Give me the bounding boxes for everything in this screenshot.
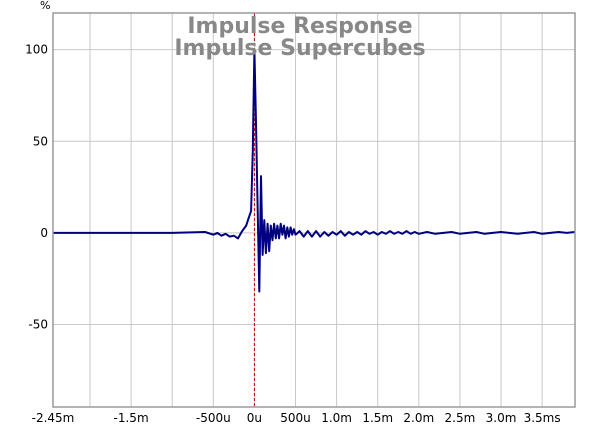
x-tick-label: 3.5ms xyxy=(524,411,561,425)
y-tick-label: 0 xyxy=(40,226,48,240)
x-tick-label: -2.45m xyxy=(32,411,75,425)
y-tick-label: 50 xyxy=(33,134,48,148)
y-axis-unit-label: % xyxy=(40,0,50,12)
x-tick-label: 1.5m xyxy=(362,411,393,425)
x-tick-labels: -2.45m -1.5m -500u 0u 500u 1.0m 1.5m 2.0m 2.5m 3.… xyxy=(32,411,561,425)
x-tick-label: 2.0m xyxy=(403,411,434,425)
plot-frame xyxy=(52,12,576,408)
y-tick-label: -50 xyxy=(28,318,48,332)
y-tick-labels: 100 50 0 -50 xyxy=(25,43,48,332)
chart-subtitle: Impulse Supercubes xyxy=(174,36,425,61)
impulse-series-line xyxy=(53,48,576,293)
x-tick-label: 2.5m xyxy=(445,411,476,425)
plot-area xyxy=(53,13,575,407)
x-gridlines xyxy=(89,13,543,407)
x-tick-label: 3.0m xyxy=(486,411,517,425)
x-tick-label: 0u xyxy=(247,411,262,425)
x-tick-label: -1.5m xyxy=(114,411,149,425)
x-tick-label: 1.0m xyxy=(321,411,352,425)
chart-title: Impulse Response xyxy=(187,14,412,39)
x-tick-label: 500u xyxy=(280,411,311,425)
y-tick-label: 100 xyxy=(25,43,48,57)
x-tick-label: -500u xyxy=(196,411,231,425)
